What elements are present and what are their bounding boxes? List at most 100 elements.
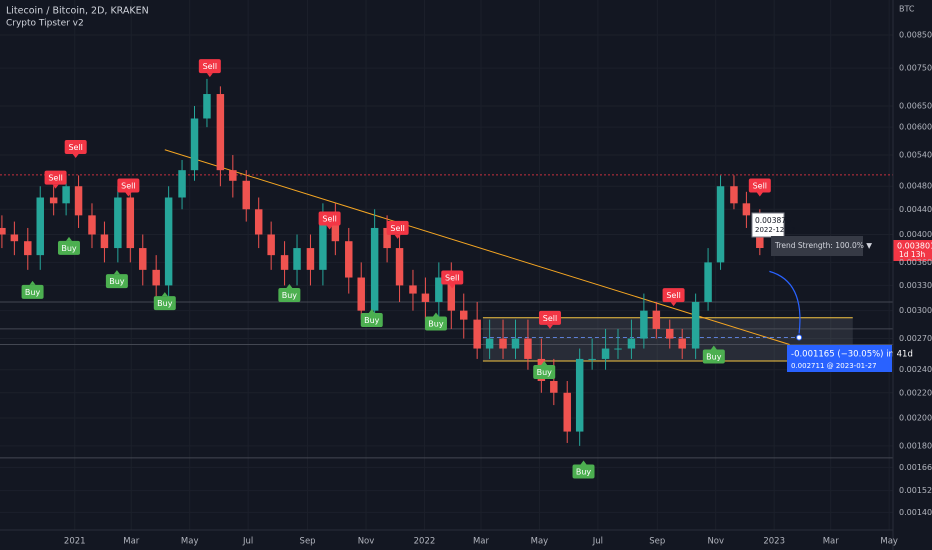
indicator-name: Crypto Tipster v2 bbox=[6, 19, 84, 29]
y-tick-label: 0.001400 bbox=[899, 508, 932, 517]
signal-box bbox=[662, 288, 685, 303]
candle-body bbox=[280, 255, 289, 270]
target-label: -0.001165 (−30.05%) in 41d bbox=[791, 350, 913, 360]
signal-pointer bbox=[432, 312, 439, 317]
signal-box bbox=[572, 464, 595, 479]
x-tick-label: Sep bbox=[300, 537, 316, 547]
candle-body bbox=[524, 338, 532, 359]
candle-body bbox=[306, 248, 315, 270]
signal-pointer bbox=[29, 280, 36, 285]
candle-body bbox=[691, 301, 700, 349]
signal-pointer bbox=[52, 184, 59, 189]
marker-box bbox=[751, 212, 785, 238]
trend-line bbox=[164, 149, 790, 345]
signal-label: Sell bbox=[48, 174, 62, 183]
x-tick-label: 2022 bbox=[414, 537, 436, 547]
target-sublabel: 0.002711 @ 2023-01-27 bbox=[791, 362, 877, 370]
signal-label: Sell bbox=[445, 273, 459, 282]
candle-body bbox=[716, 186, 725, 263]
x-tick-label: May bbox=[880, 537, 898, 547]
candle-body bbox=[627, 338, 636, 349]
signal-pointer bbox=[580, 460, 587, 465]
signal-label: Sell bbox=[753, 182, 767, 191]
candle-body bbox=[370, 227, 379, 311]
signal-pointer bbox=[394, 234, 401, 239]
signal: Sell bbox=[318, 211, 341, 230]
signal: Buy bbox=[424, 312, 447, 331]
signal: Sell bbox=[44, 170, 67, 189]
candle-body bbox=[24, 241, 32, 256]
last-price-tag bbox=[893, 240, 932, 262]
candle-body bbox=[88, 215, 96, 235]
signal-box bbox=[44, 170, 67, 185]
signal-box bbox=[360, 313, 383, 328]
candle-body bbox=[293, 248, 301, 270]
candle-body bbox=[575, 358, 584, 432]
x-tick-label: May bbox=[181, 537, 199, 547]
candle-body bbox=[190, 118, 199, 171]
signal-pointer bbox=[546, 324, 553, 329]
candle-body bbox=[666, 328, 674, 339]
x-tick-label: Nov bbox=[358, 537, 375, 547]
candle-body bbox=[319, 215, 327, 270]
signal-label: Buy bbox=[61, 244, 77, 253]
signal-box bbox=[198, 59, 221, 74]
signal-box bbox=[538, 310, 561, 325]
signal-box bbox=[748, 178, 771, 193]
signal-box bbox=[533, 364, 556, 379]
candle-body bbox=[100, 234, 109, 249]
signal-box bbox=[153, 296, 176, 311]
signal-label: Sell bbox=[543, 314, 557, 323]
signal: Buy bbox=[153, 292, 176, 311]
candle-body bbox=[0, 227, 6, 235]
target-point bbox=[796, 334, 803, 341]
candle-body bbox=[421, 293, 430, 302]
signal: Buy bbox=[21, 280, 44, 299]
signal-box bbox=[21, 284, 44, 299]
signal: Sell bbox=[662, 288, 685, 307]
overlay bbox=[0, 149, 893, 459]
signal-pointer bbox=[449, 284, 456, 289]
x-tick-label: Mar bbox=[473, 537, 490, 547]
candle-body bbox=[742, 203, 751, 216]
signal-label: Sell bbox=[322, 215, 336, 224]
signal-label: Buy bbox=[157, 299, 173, 308]
signal: Buy bbox=[702, 345, 725, 364]
signal-box bbox=[64, 140, 87, 155]
x-tick-label: Mar bbox=[123, 537, 140, 547]
signal-box bbox=[441, 270, 464, 285]
signal-label: Buy bbox=[706, 352, 722, 361]
x-tick-label: 2021 bbox=[64, 537, 86, 547]
signal-pointer bbox=[286, 284, 293, 289]
candle-body bbox=[511, 338, 520, 349]
last-price-label: 0.003801 bbox=[897, 242, 932, 251]
signal-pointer bbox=[670, 302, 677, 307]
signal: Sell bbox=[64, 140, 87, 159]
candle-body bbox=[678, 338, 686, 349]
signal-box bbox=[702, 349, 725, 364]
candle-body bbox=[357, 277, 365, 311]
candle-body bbox=[550, 380, 558, 393]
signal: Buy bbox=[278, 284, 301, 303]
candle-body bbox=[383, 227, 391, 249]
symbol-title: Litecoin / Bitcoin, 2D, KRAKEN bbox=[6, 6, 149, 17]
marker-date: 2022-12-17 bbox=[755, 226, 796, 234]
signal-label: Buy bbox=[537, 368, 553, 377]
grid bbox=[0, 0, 893, 530]
signal-pointer bbox=[161, 292, 168, 297]
trend-strength-box bbox=[771, 236, 863, 256]
signal: Sell bbox=[117, 178, 140, 197]
candle-body bbox=[409, 285, 417, 294]
